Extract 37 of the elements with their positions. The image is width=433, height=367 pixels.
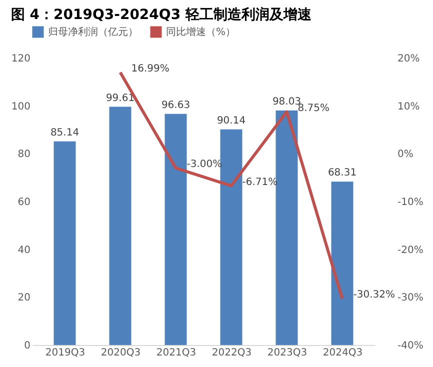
y-tick-label: 20 <box>18 292 30 304</box>
chart-title: 图 4：2019Q3-2024Q3 轻工制造利润及增速 <box>10 6 312 23</box>
bar <box>54 141 76 345</box>
y2-tick-label: -30% <box>398 292 424 304</box>
y-tick-label: 0 <box>24 340 30 352</box>
legend-label: 同比增速（%） <box>166 26 236 38</box>
bar <box>331 182 354 345</box>
x-tick-label: 2019Q3 <box>45 348 86 358</box>
x-tick-label: 2022Q3 <box>212 348 252 358</box>
y-tick-label: 120 <box>11 54 30 64</box>
y2-tick-label: -40% <box>398 340 424 352</box>
data-label: 16.99% <box>131 63 170 74</box>
data-label: -30.32% <box>353 290 395 301</box>
y2-tick-label: 20% <box>398 54 420 64</box>
x-tick-label: 2023Q3 <box>267 348 308 358</box>
bar <box>164 114 187 345</box>
data-label: 8.75% <box>298 102 330 114</box>
data-label: 68.31 <box>328 168 357 179</box>
data-label: 96.63 <box>161 100 190 111</box>
data-label: 85.14 <box>50 127 80 138</box>
x-tick-label: 2024Q3 <box>322 348 363 358</box>
y-tick-label: 80 <box>18 149 30 160</box>
y-tick-label: 60 <box>18 197 30 208</box>
bar <box>276 110 298 345</box>
y-tick-label: 100 <box>11 101 30 112</box>
x-tick-label: 2020Q3 <box>100 348 141 358</box>
legend-label: 归母净利润（亿元） <box>48 26 138 38</box>
y2-tick-label: 10% <box>398 101 420 112</box>
y-tick-label: 40 <box>18 244 30 256</box>
y2-tick-label: -20% <box>398 244 424 256</box>
data-label: 99.61 <box>106 92 135 104</box>
bar <box>109 106 132 345</box>
x-tick-label: 2021Q3 <box>156 348 196 358</box>
data-label: 90.14 <box>216 115 246 126</box>
y2-tick-label: -10% <box>398 197 424 208</box>
bar <box>220 129 242 345</box>
y2-tick-label: 0% <box>398 149 414 160</box>
